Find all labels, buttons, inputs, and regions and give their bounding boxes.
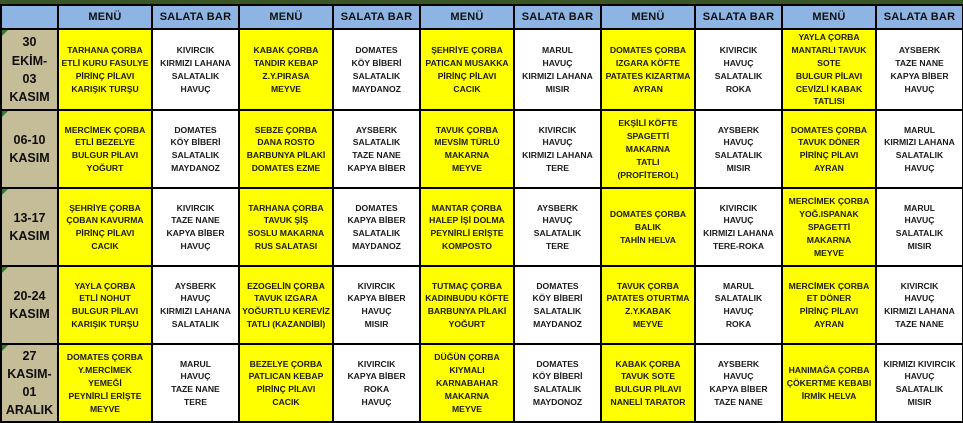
salad-bar-cell[interactable]: AYSBERK HAVUÇ SALATALIK MISIR (694, 109, 783, 190)
menu-cell[interactable]: HANIMAĞA ÇORBA ÇÖKERTME KEBABI İRMİK HEL… (781, 343, 877, 423)
menu-cell[interactable]: EZOGELİN ÇORBA TAVUK IZGARA YOĞURTLU KER… (238, 265, 334, 346)
salad-bar-cell[interactable]: KIVIRCIK HAVUÇ KIRMIZI LAHANA TAZE NANE (875, 265, 963, 346)
corner-header-cell[interactable] (0, 4, 59, 30)
salad-bar-column-header[interactable]: SALATA BAR (513, 4, 602, 30)
cell-error-triangle-icon (3, 31, 8, 36)
week-label[interactable]: 27 KASIM- 01 ARALIK (0, 343, 59, 423)
week-label[interactable]: 30 EKİM- 03 KASIM (0, 27, 59, 112)
salad-bar-cell[interactable]: KIVIRCIK KIRMIZI LAHANA SALATALIK HAVUÇ (151, 27, 240, 112)
salad-bar-cell[interactable]: KIVIRCIK HAVUÇ KIRMIZI LAHANA TERE-ROKA (694, 187, 783, 268)
menu-cell[interactable]: TUTMAÇ ÇORBA KADINBUDU KÖFTE BARBUNYA Pİ… (419, 265, 515, 346)
salad-bar-cell[interactable]: MARUL HAVUÇ TAZE NANE TERE (151, 343, 240, 423)
menu-cell[interactable]: KABAK ÇORBA TANDIR KEBAP Z.Y.PIRASA MEYV… (238, 27, 334, 112)
salad-bar-cell[interactable]: KIVIRCIK KAPYA BİBER HAVUÇ MISIR (332, 265, 421, 346)
menu-cell[interactable]: DOMATES ÇORBA BALIK TAHİN HELVA (600, 187, 696, 268)
week-row: 27 KASIM- 01 ARALIK DOMATES ÇORBA Y.MERCİ… (0, 343, 963, 423)
salad-bar-cell[interactable]: AYSBERK SALATALIK TAZE NANE KAPYA BİBER (332, 109, 421, 190)
week-label[interactable]: 06-10 KASIM (0, 109, 59, 190)
cell-error-triangle-icon (3, 268, 8, 274)
menu-cell[interactable]: BEZELYE ÇORBA PATLICAN KEBAP PİRİNÇ PİLA… (238, 343, 334, 423)
salad-bar-cell[interactable]: KIVIRCIK HAVUÇ SALATALIK ROKA (694, 27, 783, 112)
menu-cell[interactable]: SEBZE ÇORBA DANA ROSTO BARBUNYA PİLAKİ D… (238, 109, 334, 190)
menu-column-header[interactable]: MENÜ (238, 4, 334, 30)
menu-column-header[interactable]: MENÜ (419, 4, 515, 30)
menu-table: MENÜ SALATA BAR MENÜ SALATA BAR MENÜ SALATA B… (0, 4, 963, 423)
menu-cell[interactable]: MERCİMEK ÇORBA YOĞ.ISPANAK SPAGETTİ MAKA… (781, 187, 877, 268)
week-label[interactable]: 13-17 KASIM (0, 187, 59, 268)
menu-cell[interactable]: TARHANA ÇORBA ETLİ KURU FASULYE PİRİNÇ P… (57, 27, 153, 112)
menu-cell[interactable]: ŞEHRİYE ÇORBA ÇOBAN KAVURMA PİRİNÇ PİLAV… (57, 187, 153, 268)
menu-cell[interactable]: YAYLA ÇORBA MANTARLI TAVUK SOTE BULGUR P… (781, 27, 877, 112)
salad-bar-cell[interactable]: KIVIRCIK KAPYA BİBER ROKA HAVUÇ (332, 343, 421, 423)
week-row: 20-24 KASIM YAYLA ÇORBA ETLİ NOHUT BULGUR… (0, 265, 963, 346)
menu-cell[interactable]: MERCİMEK ÇORBA ETLİ BEZELYE BULGUR PİLAV… (57, 109, 153, 190)
salad-bar-column-header[interactable]: SALATA BAR (875, 4, 963, 30)
cell-error-triangle-icon (3, 112, 8, 118)
salad-bar-cell[interactable]: DOMATES KAPYA BİBER SALATALIK MAYDANOZ (332, 187, 421, 268)
menu-column-header[interactable]: MENÜ (600, 4, 696, 30)
cell-error-triangle-icon (3, 346, 8, 352)
salad-bar-cell[interactable]: AYSBERK HAVUÇ KIRMIZI LAHANA SALATALIK (151, 265, 240, 346)
salad-bar-cell[interactable]: DOMATES KÖY BİBERİ SALATALIK MAYDONOZ (513, 343, 602, 423)
salad-bar-cell[interactable]: KIVIRCIK TAZE NANE KAPYA BİBER HAVUÇ (151, 187, 240, 268)
menu-cell[interactable]: DOMATES ÇORBA TAVUK DÖNER PİRİNÇ PİLAVI … (781, 109, 877, 190)
salad-bar-cell[interactable]: KIVIRCIK HAVUÇ KIRMIZI LAHANA TERE (513, 109, 602, 190)
menu-cell[interactable]: DOMATES ÇORBA IZGARA KÖFTE PATATES KIZAR… (600, 27, 696, 112)
menu-cell[interactable]: TARHANA ÇORBA TAVUK ŞİŞ SOSLU MAKARNA RU… (238, 187, 334, 268)
menu-cell[interactable]: KABAK ÇORBA TAVUK SOTE BULGUR PİLAVI NAN… (600, 343, 696, 423)
salad-bar-cell[interactable]: MARUL SALATALIK HAVUÇ ROKA (694, 265, 783, 346)
menu-cell[interactable]: MERCİMEK ÇORBA ET DÖNER PİRİNÇ PİLAVI AY… (781, 265, 877, 346)
menu-cell[interactable]: DOMATES ÇORBA Y.MERCİMEK YEMEĞİ PEYNİRLİ… (57, 343, 153, 423)
week-row: 13-17 KASIM ŞEHRİYE ÇORBA ÇOBAN KAVURMA P… (0, 187, 963, 268)
menu-cell[interactable]: TAVUK ÇORBA PATATES OTURTMA Z.Y.KABAK ME… (600, 265, 696, 346)
salad-bar-cell[interactable]: AYSBERK HAVUÇ KAPYA BİBER TAZE NANE (694, 343, 783, 423)
salad-bar-cell[interactable]: AYSBERK TAZE NANE KAPYA BİBER HAVUÇ (875, 27, 963, 112)
salad-bar-cell[interactable]: DOMATES KÖY BİBERİ SALATALIK MAYDANOZ (151, 109, 240, 190)
salad-bar-cell[interactable]: DOMATES KÖY BİBERİ SALATALIK MAYDANOZ (332, 27, 421, 112)
week-row: 30 EKİM- 03 KASIM TARHANA ÇORBA ETLİ KURU… (0, 27, 963, 112)
menu-cell[interactable]: EKŞİLİ KÖFTE SPAGETTİ MAKARNA TATLI (PRO… (600, 109, 696, 190)
week-label[interactable]: 20-24 KASIM (0, 265, 59, 346)
salad-bar-cell[interactable]: KIRMIZI KIVIRCIK HAVUÇ SALATALIK MISIR (875, 343, 963, 423)
menu-cell[interactable]: TAVUK ÇORBA MEVSİM TÜRLÜ MAKARNA MEYVE (419, 109, 515, 190)
salad-bar-column-header[interactable]: SALATA BAR (694, 4, 783, 30)
salad-bar-cell[interactable]: DOMATES KÖY BİBERİ SALATALIK MAYDANOZ (513, 265, 602, 346)
salad-bar-cell[interactable]: MARUL KIRMIZI LAHANA SALATALIK HAVUÇ (875, 109, 963, 190)
menu-column-header[interactable]: MENÜ (57, 4, 153, 30)
menu-cell[interactable]: MANTAR ÇORBA HALEP İŞİ DOLMA PEYNİRLİ ER… (419, 187, 515, 268)
menu-cell[interactable]: YAYLA ÇORBA ETLİ NOHUT BULGUR PİLAVI KAR… (57, 265, 153, 346)
menu-column-header[interactable]: MENÜ (781, 4, 877, 30)
cell-error-triangle-icon (3, 190, 8, 196)
week-row: 06-10 KASIM MERCİMEK ÇORBA ETLİ BEZELYE B… (0, 109, 963, 190)
menu-cell[interactable]: ŞEHRİYE ÇORBA PATICAN MUSAKKA PİRİNÇ PİL… (419, 27, 515, 112)
salad-bar-cell[interactable]: MARUL HAVUÇ SALATALIK MISIR (875, 187, 963, 268)
salad-bar-cell[interactable]: MARUL HAVUÇ KIRMIZI LAHANA MISIR (513, 27, 602, 112)
menu-cell[interactable]: DÜĞÜN ÇORBA KIYMALI KARNABAHAR MAKARNA M… (419, 343, 515, 423)
salad-bar-cell[interactable]: AYSBERK HAVUÇ SALATALIK TERE (513, 187, 602, 268)
header-row: MENÜ SALATA BAR MENÜ SALATA BAR MENÜ SALATA B… (0, 4, 963, 30)
salad-bar-column-header[interactable]: SALATA BAR (332, 4, 421, 30)
salad-bar-column-header[interactable]: SALATA BAR (151, 4, 240, 30)
